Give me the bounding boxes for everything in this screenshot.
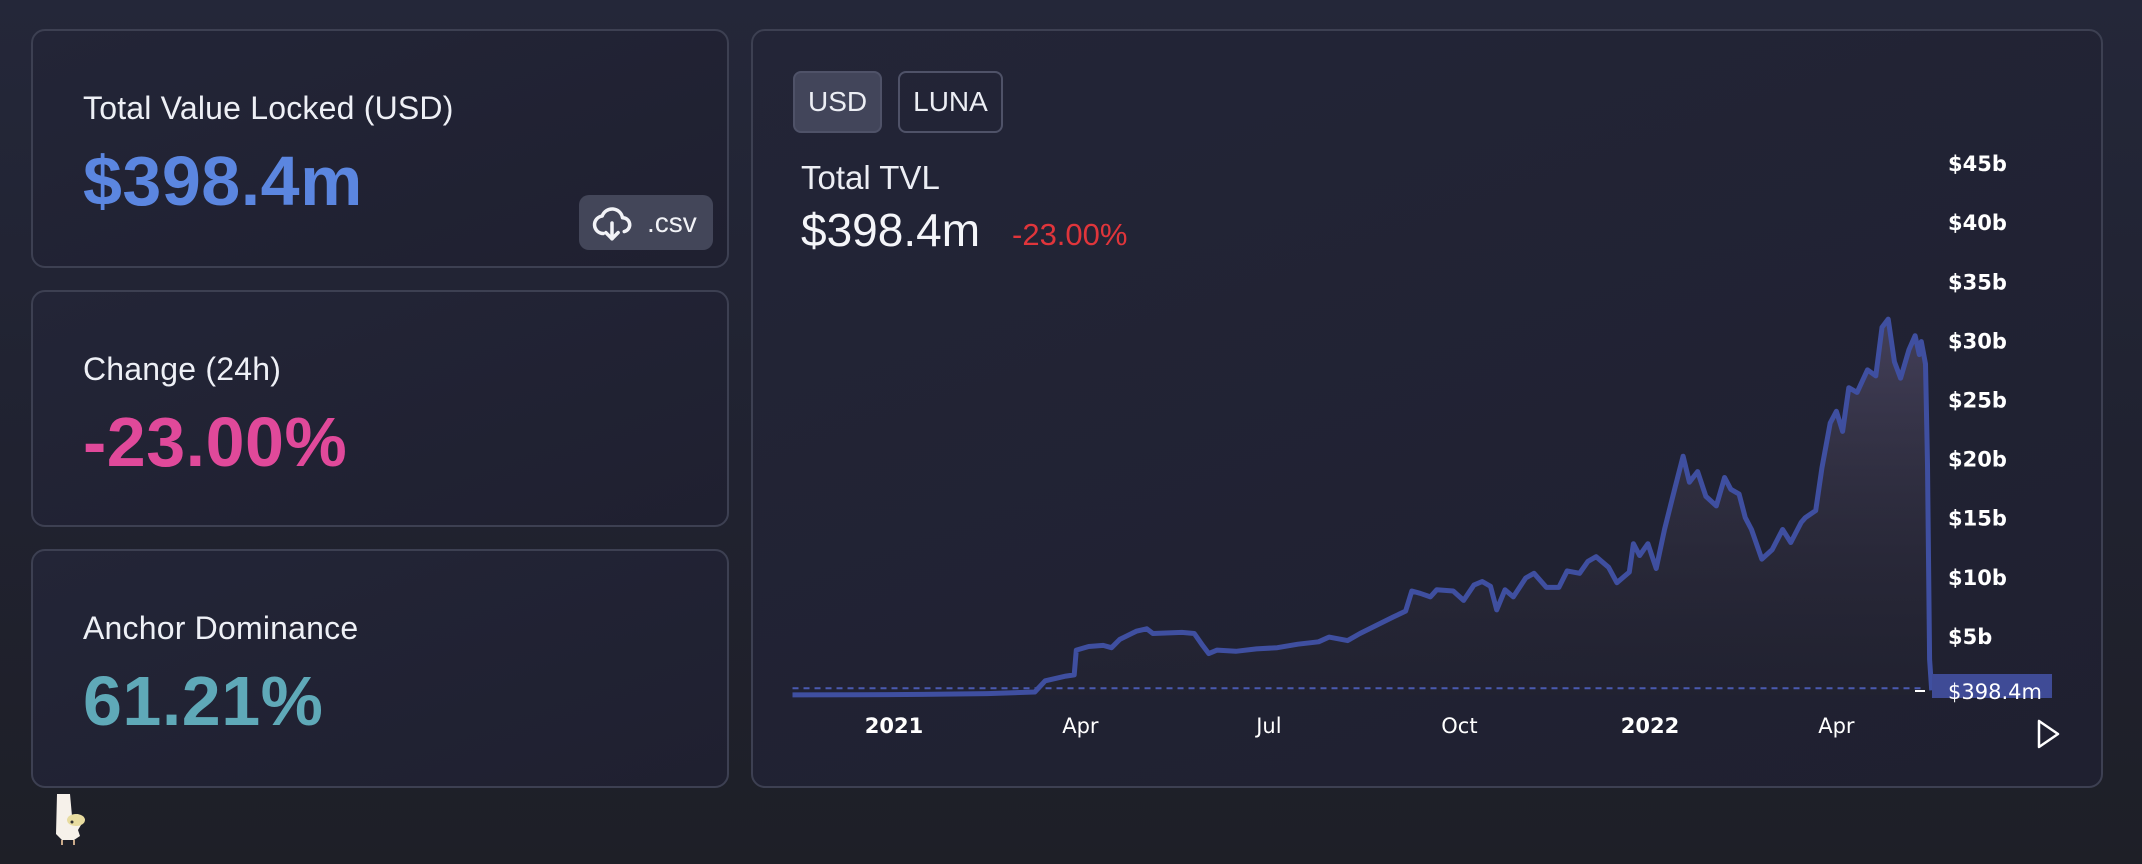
currency-toggle: USD LUNA	[793, 71, 1003, 133]
dominance-value: 61.21%	[83, 662, 324, 740]
svg-text:2021: 2021	[865, 714, 923, 738]
svg-text:$398.4m: $398.4m	[1948, 680, 2042, 704]
tvl-chart-card: USD LUNA Total TVL $398.4m -23.00% $5b $1…	[751, 29, 2103, 788]
x-axis: 2021 Apr Jul Oct 2022 Apr	[865, 714, 1855, 738]
tvl-label: Total Value Locked (USD)	[83, 90, 454, 126]
price-label: $398.4m	[1915, 674, 2052, 704]
mascot-alpaca-icon	[56, 794, 85, 845]
download-csv-button[interactable]: .csv	[579, 195, 713, 250]
chart-area	[792, 319, 1932, 695]
toggle-usd[interactable]: USD	[793, 71, 883, 133]
dominance-card: Anchor Dominance 61.21%	[31, 549, 729, 788]
svg-text:$45b: $45b	[1948, 152, 2007, 176]
svg-text:2022: 2022	[1621, 714, 1679, 738]
change-value: -23.00%	[83, 403, 348, 481]
svg-text:Jul: Jul	[1254, 714, 1281, 738]
toggle-luna[interactable]: LUNA	[898, 71, 1003, 133]
change-card: Change (24h) -23.00%	[31, 290, 729, 527]
svg-text:$10b: $10b	[1948, 566, 2007, 590]
chart-title: Total TVL	[801, 159, 940, 196]
chart-change: -23.00%	[1012, 217, 1128, 252]
csv-label: .csv	[647, 206, 697, 238]
play-icon[interactable]	[2037, 719, 2060, 749]
y-axis: $5b $10b $15b $20b $25b $30b $35b $40b $45b	[1948, 152, 2007, 649]
cloud-download-icon	[592, 206, 632, 240]
svg-text:$5b: $5b	[1948, 625, 1992, 649]
svg-text:$40b: $40b	[1948, 211, 2007, 235]
change-label: Change (24h)	[83, 351, 282, 387]
tvl-value: $398.4m	[83, 142, 363, 220]
tvl-card: Total Value Locked (USD) $398.4m .csv	[31, 29, 729, 268]
svg-text:Apr: Apr	[1062, 714, 1099, 738]
svg-text:Oct: Oct	[1441, 714, 1477, 738]
chart-line	[792, 316, 1935, 698]
tvl-area-chart[interactable]: $5b $10b $15b $20b $25b $30b $35b $40b $45b 2021…	[753, 31, 2105, 790]
svg-text:$35b: $35b	[1948, 270, 2007, 294]
svg-text:$20b: $20b	[1948, 448, 2007, 472]
dominance-label: Anchor Dominance	[83, 610, 359, 646]
svg-text:Apr: Apr	[1818, 714, 1855, 738]
chart-value: $398.4m	[801, 204, 981, 256]
svg-text:$30b: $30b	[1948, 329, 2007, 353]
svg-text:$25b: $25b	[1948, 389, 2007, 413]
svg-text:$15b: $15b	[1948, 507, 2007, 531]
